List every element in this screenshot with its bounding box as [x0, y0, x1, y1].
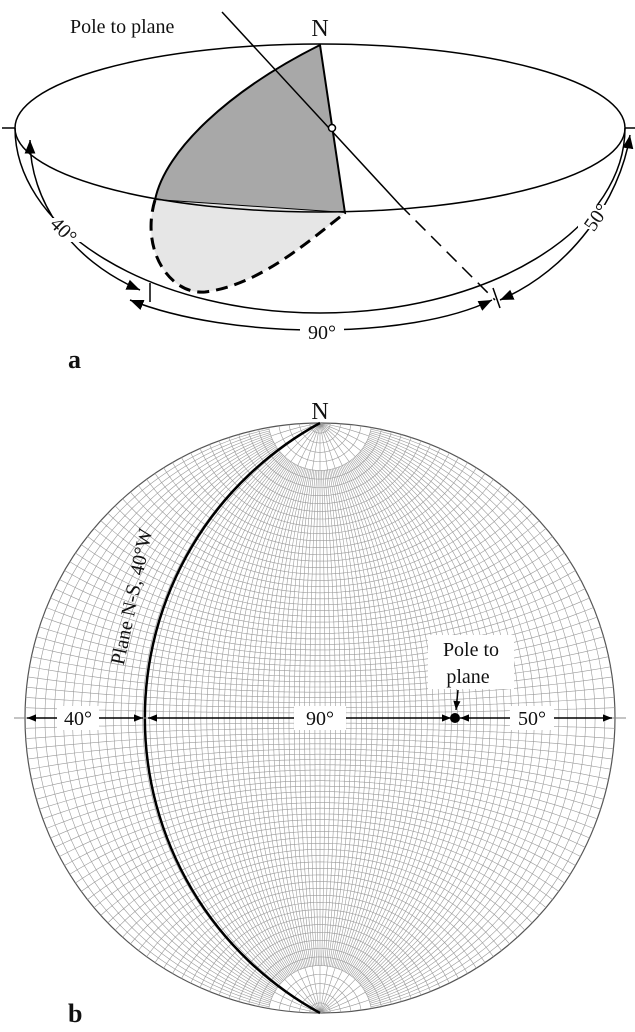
pole-label: Pole to	[443, 639, 499, 661]
angle-label: 90°	[308, 322, 336, 344]
north-label: N	[311, 399, 328, 425]
panel-label: b	[68, 999, 82, 1028]
panel-a: Pole to plane N 40° 90° 50° a	[2, 12, 635, 374]
angle-label: 50°	[518, 708, 546, 730]
angle-label: 40°	[64, 708, 92, 730]
upper-plane	[155, 45, 345, 213]
pole-point	[329, 125, 336, 132]
lower-plane	[151, 200, 345, 292]
pole-label: plane	[446, 666, 489, 688]
angle-label: 90°	[306, 708, 334, 730]
figure: Pole to plane N 40° 90° 50° a N 40° 90° …	[0, 0, 635, 1032]
pole-label: Pole to plane	[70, 16, 175, 38]
panel-label: a	[68, 345, 81, 374]
pole-line-dashed	[400, 205, 495, 300]
pole-point	[450, 713, 460, 723]
north-label: N	[311, 16, 328, 42]
dim-40	[30, 140, 140, 290]
